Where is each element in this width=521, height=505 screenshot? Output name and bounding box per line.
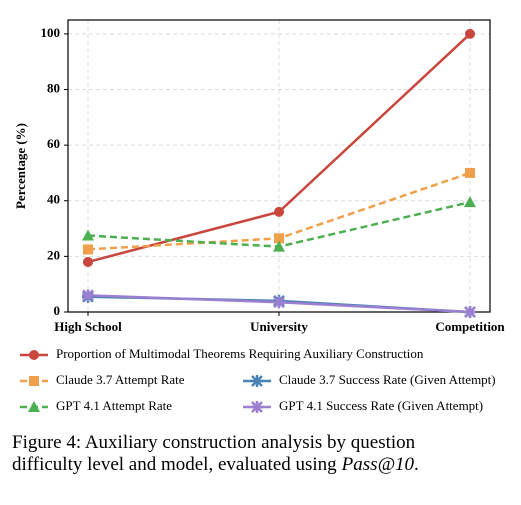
marker (82, 289, 94, 302)
legend-label: Claude 3.7 Success Rate (Given Attempt) (279, 372, 496, 387)
marker (83, 244, 93, 255)
y-tick-label: 20 (47, 247, 60, 262)
marker (29, 376, 39, 386)
marker (273, 240, 285, 252)
marker (464, 196, 476, 208)
marker (274, 233, 284, 244)
marker (465, 28, 475, 39)
y-axis-label: Percentage (%) (13, 123, 28, 209)
marker (83, 256, 93, 267)
marker (28, 401, 40, 412)
marker (464, 306, 476, 318)
caption-text: difficulty level and model, evaluated us… (12, 454, 337, 475)
marker (274, 206, 284, 217)
marker (273, 296, 285, 309)
x-tick-label: High School (54, 319, 122, 334)
y-tick-label: 60 (47, 136, 60, 151)
y-tick-label: 40 (47, 192, 60, 207)
legend-label: GPT 4.1 Success Rate (Given Attempt) (279, 398, 483, 413)
x-tick-label: Competition (435, 319, 505, 334)
legend-label: GPT 4.1 Attempt Rate (56, 398, 172, 413)
legend-label: Claude 3.7 Attempt Rate (56, 372, 185, 387)
plot-frame (67, 19, 491, 313)
marker (465, 167, 475, 178)
x-tick-label: University (250, 319, 308, 334)
caption-end: . (414, 454, 419, 475)
caption-line: difficulty level and model, evaluated us… (12, 454, 419, 475)
marker (29, 350, 39, 360)
marker (251, 375, 263, 387)
y-tick-label: 0 (54, 303, 61, 318)
legend-label: Proportion of Multimodal Theorems Requir… (56, 346, 424, 361)
y-tick-label: 80 (47, 81, 60, 96)
marker (82, 229, 94, 241)
y-tick-label: 100 (41, 25, 61, 40)
marker (251, 401, 263, 413)
caption-emphasis: Pass@10 (341, 454, 415, 475)
caption-line: Figure 4: Auxiliary construction analysi… (12, 432, 416, 453)
